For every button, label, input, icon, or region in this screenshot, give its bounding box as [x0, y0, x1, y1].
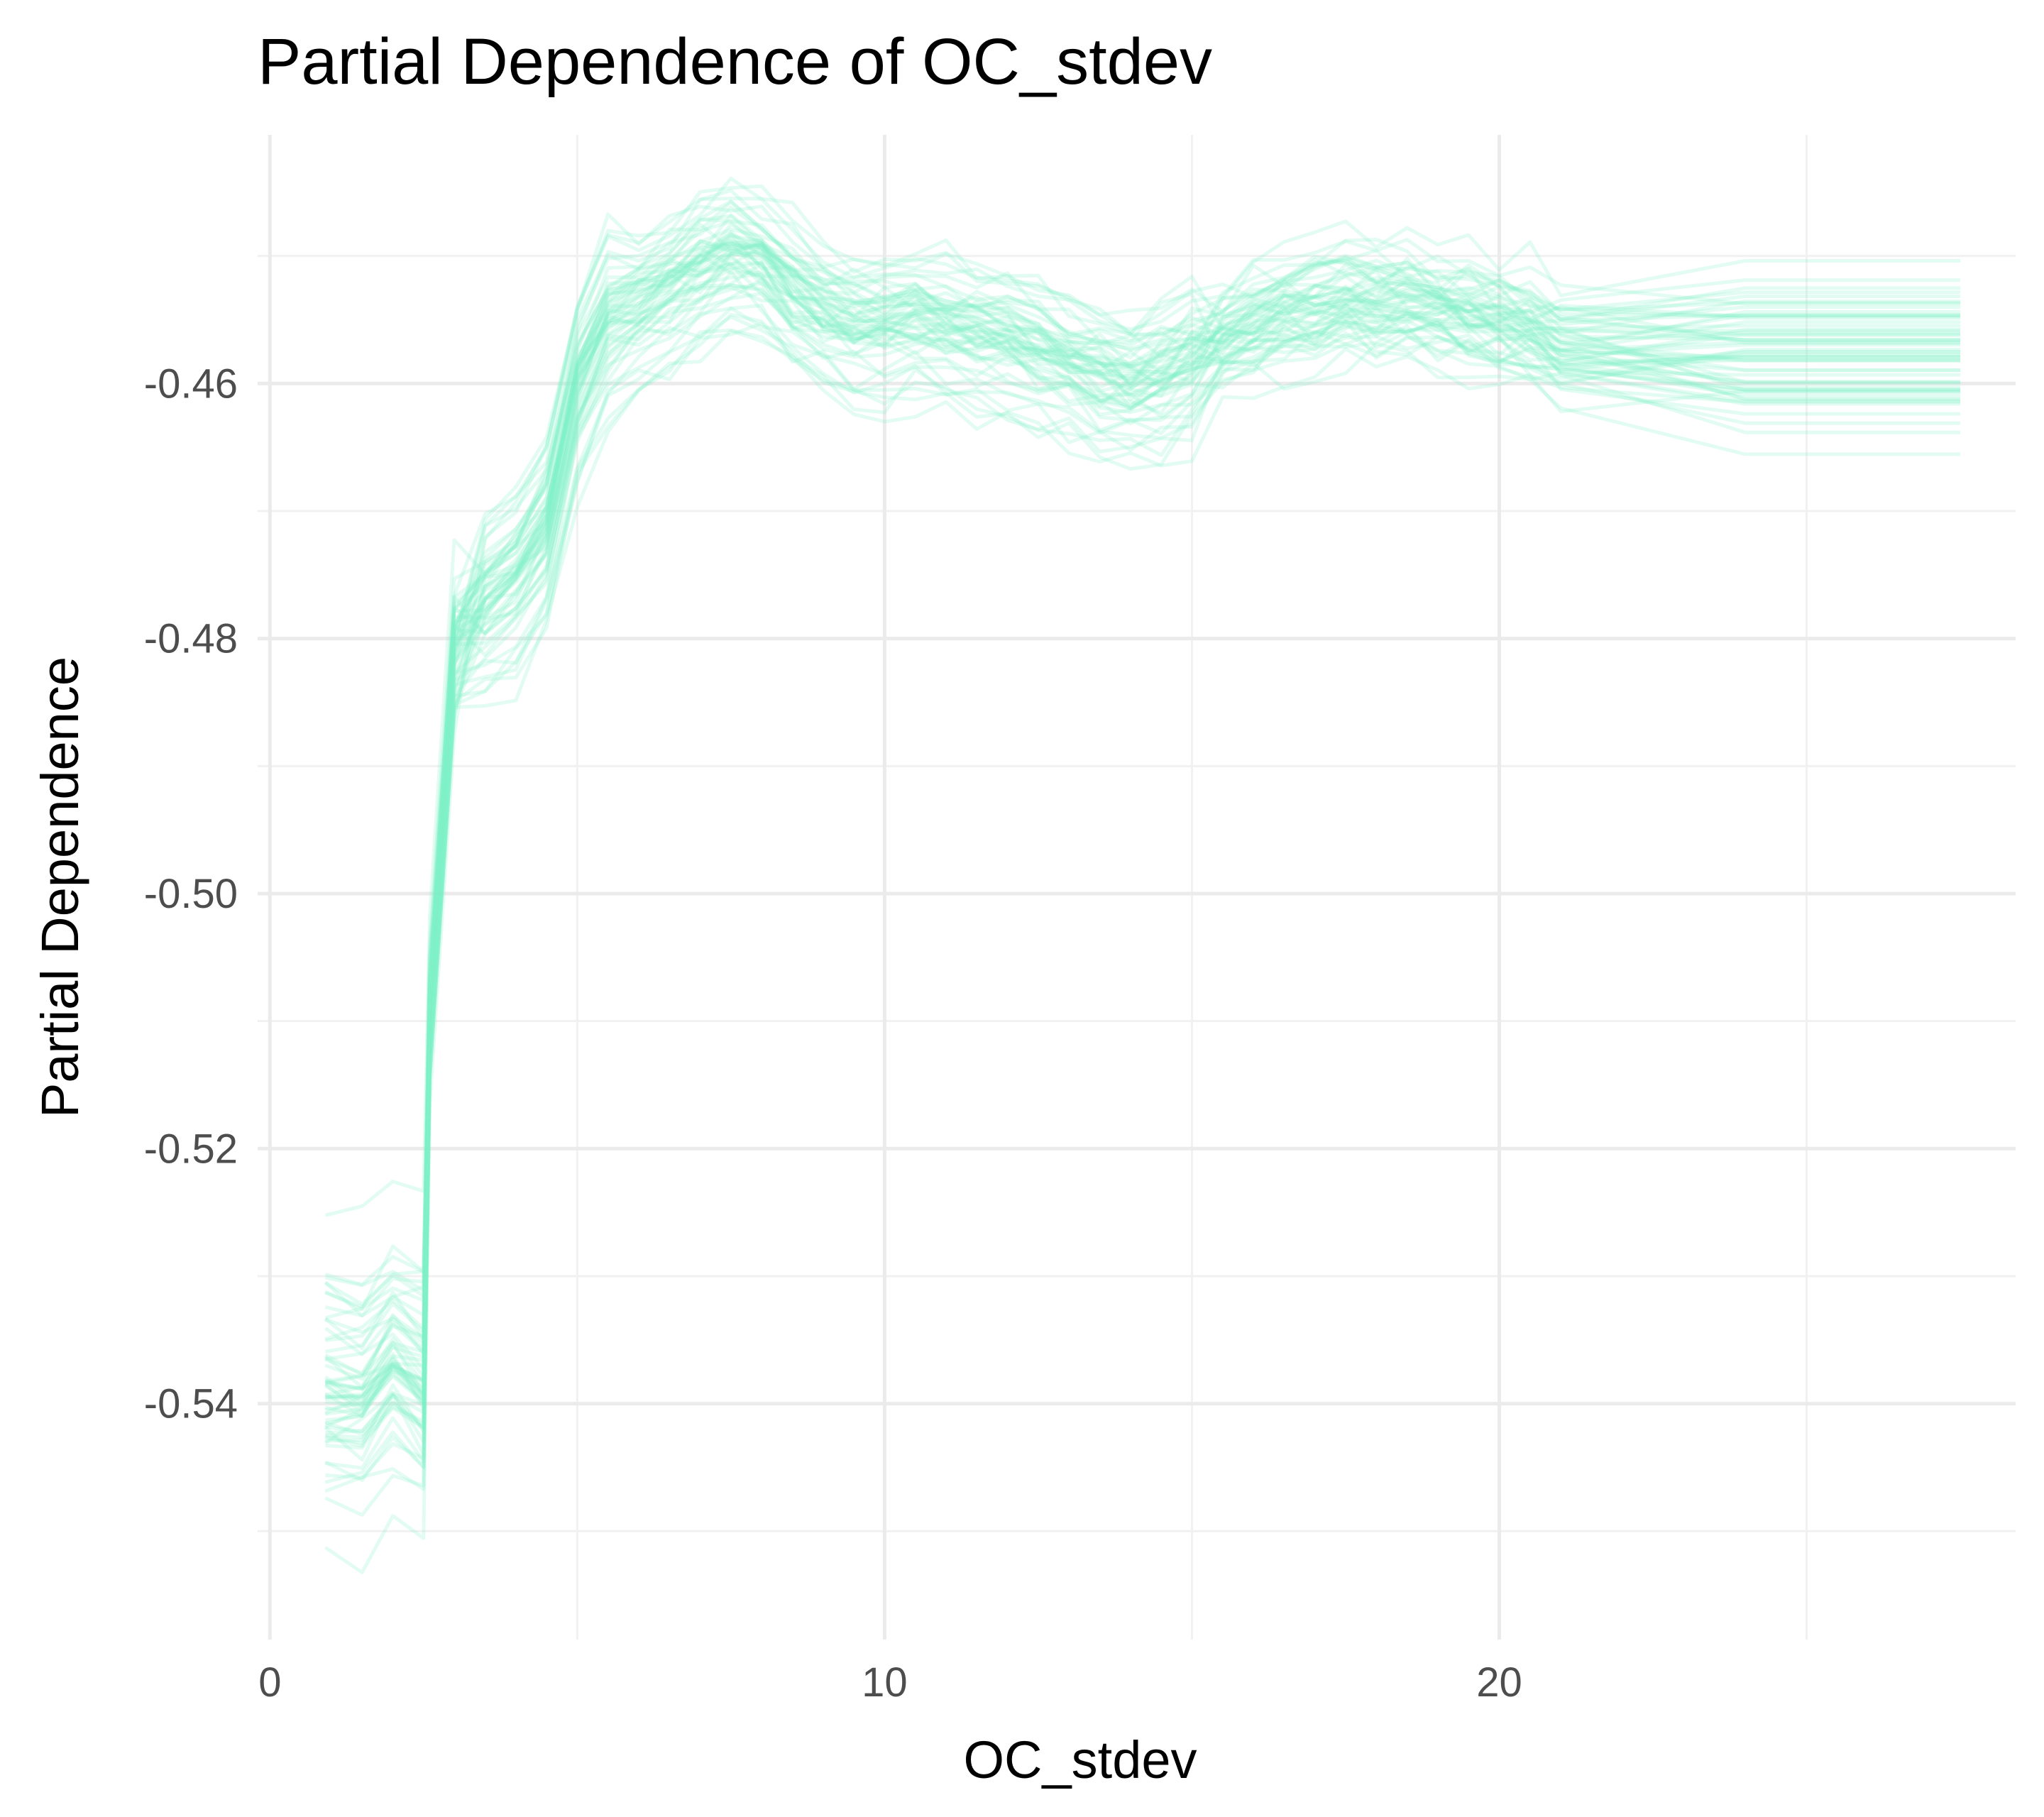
chart-title: Partial Dependence of OC_stdev [258, 26, 1212, 98]
ice-curve [324, 234, 1961, 1376]
ice-curve [324, 306, 1961, 1418]
y-tick-label: -0.52 [144, 1126, 238, 1172]
ice-curve [324, 256, 1961, 1351]
ice-curve [324, 240, 1961, 1377]
y-tick-label: -0.46 [144, 361, 238, 407]
ice-curve [324, 272, 1961, 1318]
x-tick-label: 20 [1476, 1659, 1522, 1706]
ice-curve [324, 188, 1961, 1426]
ice-curve [324, 243, 1961, 1217]
ice-curve [324, 231, 1961, 1371]
ice-curve [324, 263, 1961, 1345]
ice-curve [324, 232, 1961, 1402]
ice-curve [324, 315, 1961, 1444]
ice-curve [324, 236, 1961, 1407]
ice-curve [325, 260, 1961, 1411]
ice-curve [324, 217, 1961, 1415]
ice-curve [324, 176, 1961, 1574]
ice-curve [324, 238, 1961, 1356]
ice-curve [324, 312, 1961, 1437]
ice-curve [325, 206, 1961, 1400]
ice-curve [324, 238, 1961, 1381]
ice-curve [324, 329, 1961, 1418]
ice-curve [324, 229, 1961, 1412]
ice-curve [325, 219, 1961, 1399]
ice-curve [325, 262, 1961, 1399]
ice-curve [324, 242, 1961, 1517]
ice-curve [324, 213, 1961, 1341]
ice-curve [324, 222, 1961, 1320]
ice-curve [324, 239, 1961, 1391]
ice-curve [324, 306, 1961, 1390]
ice-curve [324, 184, 1961, 1404]
x-axis-title: OC_stdev [963, 1730, 1197, 1789]
ice-curve [324, 251, 1961, 1383]
ice-curve [325, 200, 1961, 1434]
ice-curve [325, 326, 1961, 1444]
ice-curve [324, 227, 1961, 1287]
ice-curve [325, 204, 1961, 1435]
y-tick-label: -0.48 [144, 616, 238, 662]
ice-curve [324, 256, 1961, 1410]
y-tick-labels: -0.54 -0.52 -0.50 -0.48 -0.46 [144, 361, 238, 1427]
ice-curve [325, 243, 1961, 1439]
ice-curve [324, 251, 1961, 1390]
grid [258, 135, 2016, 1640]
ice-curve [324, 270, 1961, 1306]
ice-curve [324, 241, 1961, 1448]
ice-curve [324, 238, 1961, 1312]
y-axis-title: Partial Dependence [31, 657, 89, 1118]
y-tick-label: -0.54 [144, 1381, 238, 1427]
ice-curve [324, 249, 1961, 1484]
ice-curve [324, 245, 1961, 1493]
ice-curve [325, 270, 1961, 1480]
ice-curve [324, 240, 1961, 1462]
ice-curve [324, 261, 1961, 1309]
ice-curve [324, 199, 1961, 1342]
x-tick-labels: 0 10 20 [258, 1659, 1522, 1706]
ice-curve [324, 258, 1961, 1397]
ice-curve [324, 197, 1961, 1354]
x-tick-label: 0 [258, 1659, 281, 1706]
ice-curve [325, 214, 1961, 1407]
x-tick-label: 10 [862, 1659, 908, 1706]
ice-curve [324, 253, 1961, 1470]
ice-curve [324, 244, 1961, 1483]
ice-curve [325, 261, 1961, 1422]
ice-curve [324, 281, 1961, 1429]
ice-curve [324, 303, 1961, 1416]
ice-curve [324, 222, 1961, 1385]
y-tick-label: -0.50 [144, 871, 238, 917]
ice-curve [324, 241, 1961, 1415]
ice-curve [324, 283, 1961, 1292]
ice-curve [324, 278, 1961, 1445]
ice-curve [324, 292, 1961, 1318]
ice-curve [325, 253, 1961, 1450]
series-lines [324, 176, 1961, 1574]
